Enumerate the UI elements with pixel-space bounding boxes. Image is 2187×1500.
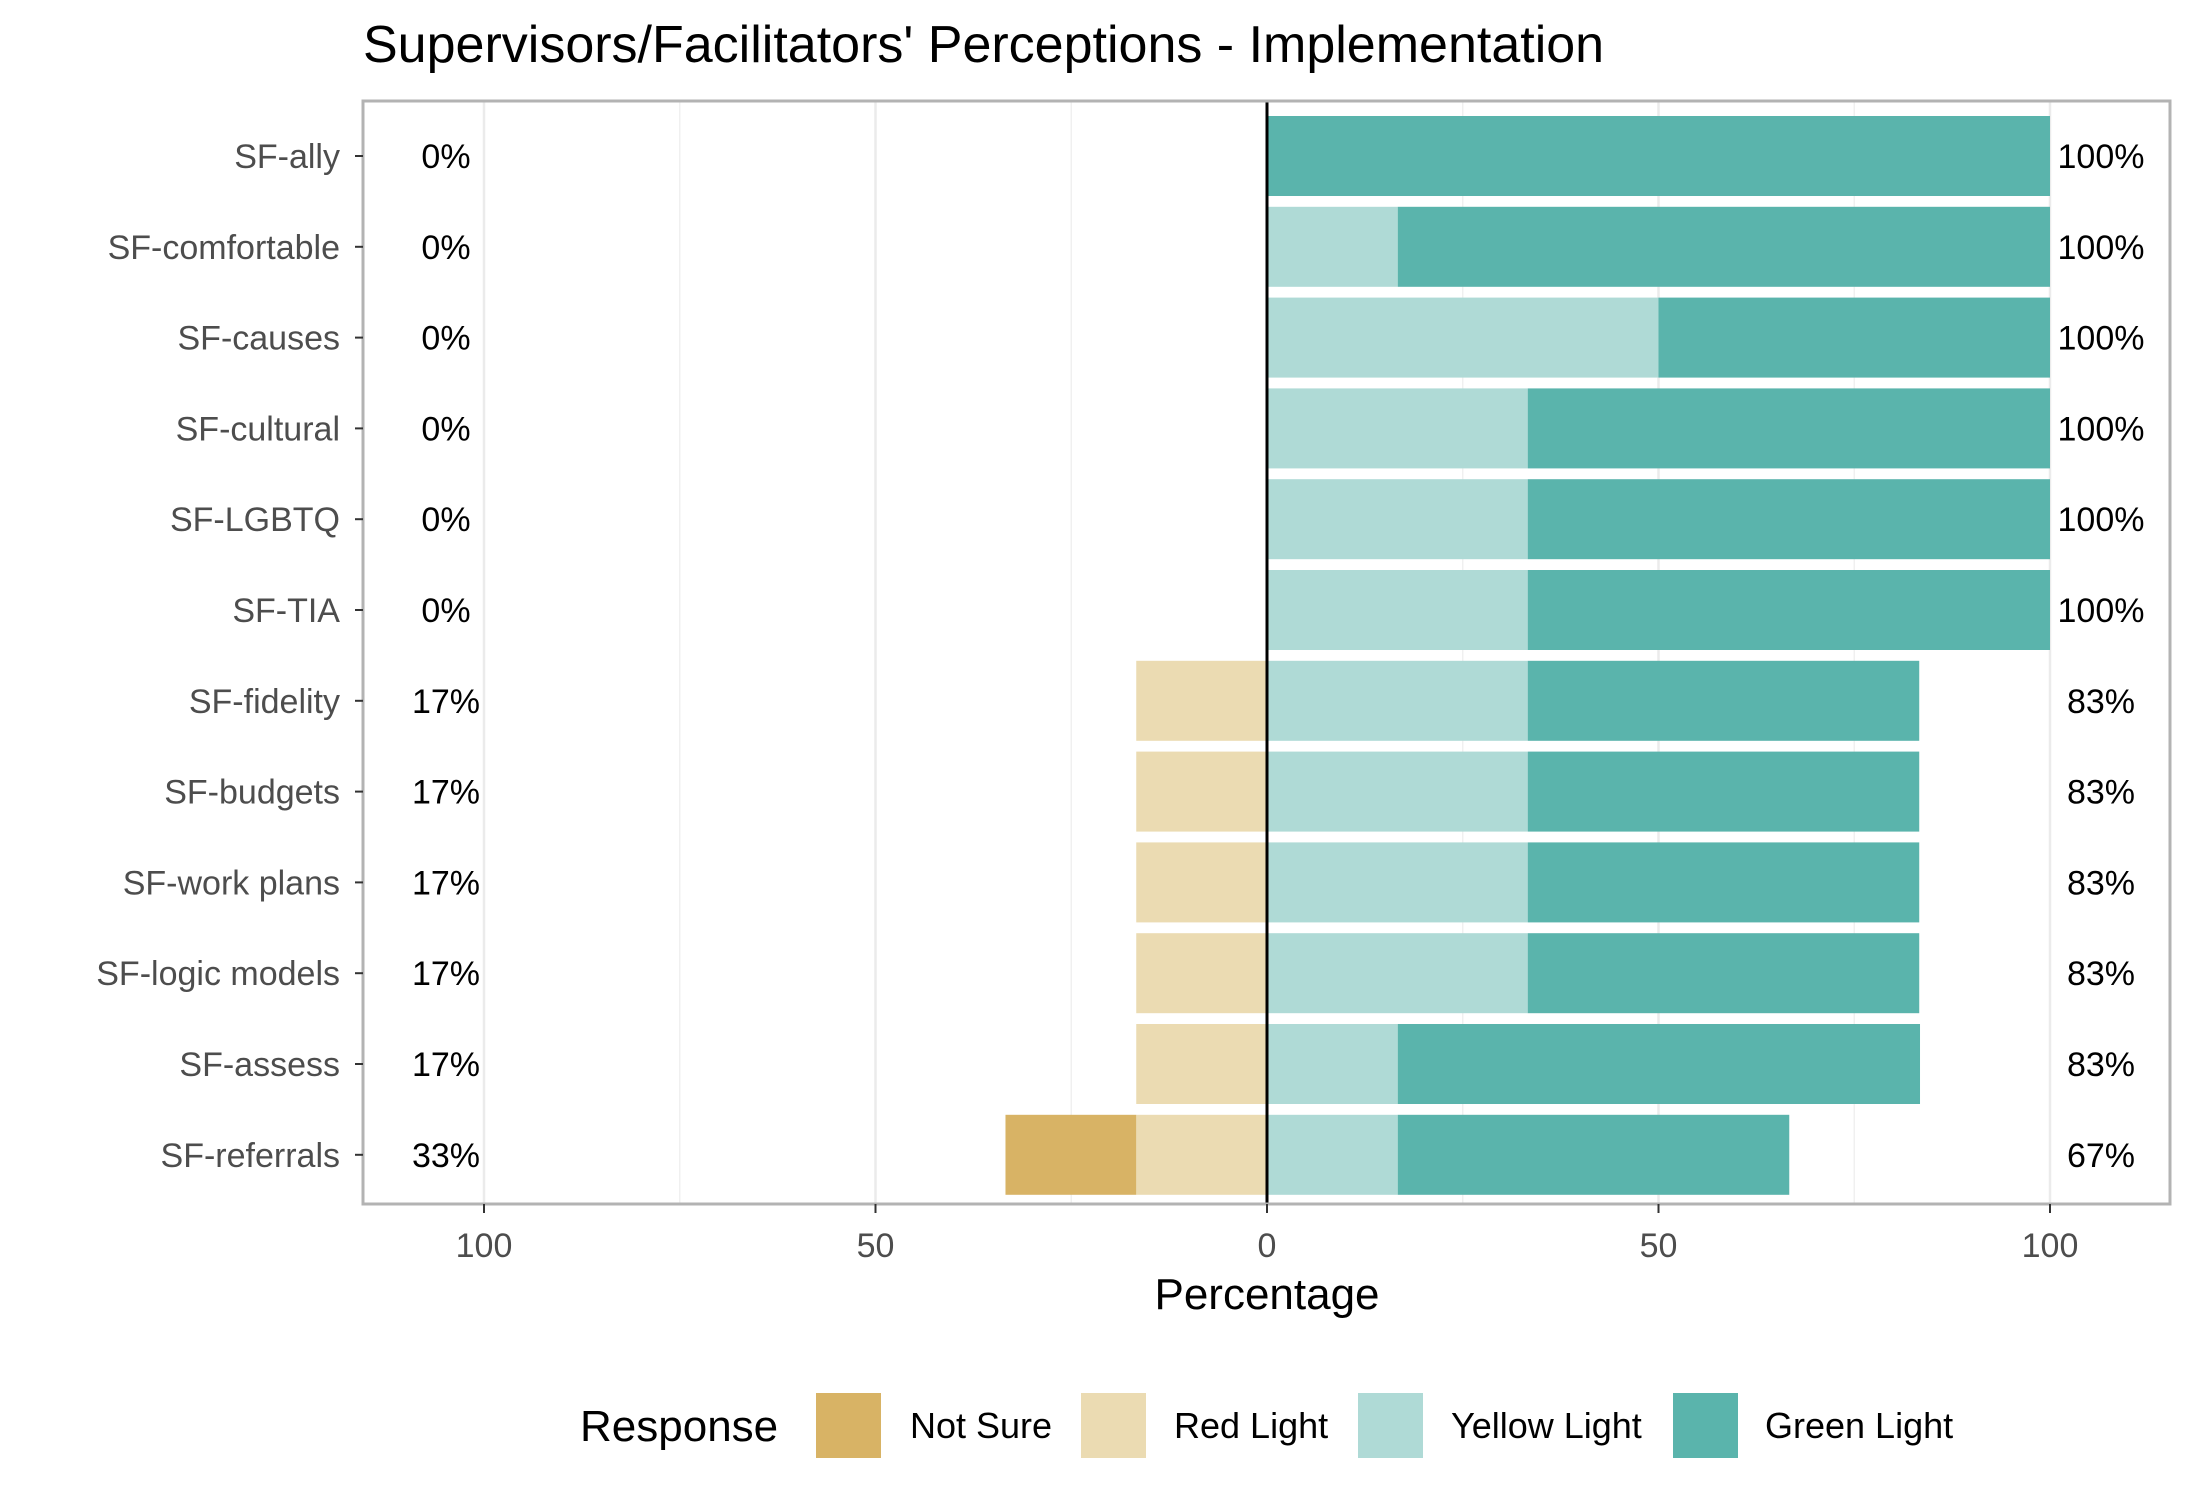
right-percentage-label: 100% bbox=[2058, 592, 2145, 630]
bar-segment-green-light bbox=[1527, 842, 1920, 923]
category-label: SF-budgets bbox=[164, 774, 340, 812]
left-percentage-label: 33% bbox=[412, 1137, 480, 1175]
left-percentage-label: 17% bbox=[412, 774, 480, 812]
bar-segment-yellow-light bbox=[1267, 297, 1659, 378]
bar-segment-red-light bbox=[1136, 933, 1267, 1014]
category-labels: SF-ally SF-comfortable SF-causes SF-cultura… bbox=[96, 138, 363, 1175]
legend-label: Not Sure bbox=[910, 1405, 1052, 1446]
x-tick-label: 100 bbox=[456, 1227, 513, 1265]
bar-segment-yellow-light bbox=[1267, 1114, 1398, 1195]
right-percentage-label: 83% bbox=[2067, 1046, 2135, 1084]
left-percentage-label: 17% bbox=[412, 955, 480, 993]
right-percentage-label: 83% bbox=[2067, 864, 2135, 902]
bars bbox=[1005, 116, 2050, 1195]
bar-segment-green-light bbox=[1527, 933, 1920, 1014]
right-percentage-label: 100% bbox=[2058, 320, 2145, 358]
bar-segment-green-light bbox=[1527, 479, 2050, 560]
bar-segment-green-light bbox=[1267, 116, 2050, 196]
left-percentage-label: 17% bbox=[412, 864, 480, 902]
category-label: SF-comfortable bbox=[108, 229, 340, 267]
left-percentage-label: 17% bbox=[412, 683, 480, 721]
legend-title: Response bbox=[580, 1402, 778, 1451]
percentage-labels: 0% 0% 0% 0% 0% 0% 17% 17% 17% 17% 17% 33% 100% 100% 10… bbox=[412, 138, 2145, 1175]
left-percentage-label: 0% bbox=[421, 320, 470, 358]
bar-segment-red-light bbox=[1136, 660, 1267, 741]
bar-segment-green-light bbox=[1397, 1024, 1921, 1104]
legend-key-not-sure bbox=[814, 1391, 883, 1460]
bar-segment-yellow-light bbox=[1267, 933, 1528, 1014]
left-percentage-label: 0% bbox=[421, 410, 470, 448]
left-percentage-label: 0% bbox=[421, 138, 470, 176]
legend-label: Green Light bbox=[1765, 1405, 1953, 1446]
bar-segment-yellow-light bbox=[1267, 842, 1528, 923]
x-tick-label: 100 bbox=[2022, 1227, 2079, 1265]
x-tick-label: 0 bbox=[1258, 1227, 1277, 1265]
right-percentage-label: 100% bbox=[2058, 138, 2145, 176]
bar-segment-green-light bbox=[1527, 660, 1920, 741]
bar-segment-red-light bbox=[1136, 1114, 1267, 1195]
bar-segment-yellow-light bbox=[1267, 570, 1528, 650]
legend-label: Yellow Light bbox=[1451, 1405, 1642, 1446]
right-percentage-label: 83% bbox=[2067, 955, 2135, 993]
legend-key-red-light bbox=[1079, 1391, 1148, 1460]
legend-key-yellow-light bbox=[1356, 1391, 1425, 1460]
chart-title: Supervisors/Facilitators' Perceptions - … bbox=[363, 16, 1604, 74]
bar-segment-green-light bbox=[1658, 297, 2050, 378]
bar-segment-yellow-light bbox=[1267, 660, 1528, 741]
bar-segment-red-light bbox=[1136, 842, 1267, 923]
right-percentage-label: 67% bbox=[2067, 1137, 2135, 1175]
category-label: SF-causes bbox=[178, 320, 341, 358]
left-percentage-label: 0% bbox=[421, 229, 470, 267]
bar-segment-yellow-light bbox=[1267, 479, 1528, 560]
right-percentage-label: 83% bbox=[2067, 774, 2135, 812]
category-label: SF-logic models bbox=[96, 955, 340, 993]
bar-segment-red-light bbox=[1136, 751, 1267, 832]
bar-segment-green-light bbox=[1527, 570, 2050, 650]
x-tick-label: 50 bbox=[857, 1227, 895, 1265]
bar-segment-green-light bbox=[1397, 206, 2050, 287]
legend-label: Red Light bbox=[1174, 1405, 1328, 1446]
category-label: SF-referrals bbox=[161, 1137, 340, 1175]
category-label: SF-LGBTQ bbox=[170, 501, 340, 539]
left-percentage-label: 17% bbox=[412, 1046, 480, 1084]
x-axis-title: Percentage bbox=[1154, 1270, 1379, 1319]
category-label: SF-TIA bbox=[232, 592, 340, 630]
right-percentage-label: 100% bbox=[2058, 501, 2145, 539]
category-label: SF-fidelity bbox=[189, 683, 340, 721]
category-label: SF-assess bbox=[179, 1046, 340, 1084]
bar-segment-yellow-light bbox=[1267, 388, 1528, 469]
bar-segment-not-sure bbox=[1005, 1114, 1137, 1195]
bar-segment-yellow-light bbox=[1267, 751, 1528, 832]
category-label: SF-work plans bbox=[123, 864, 340, 902]
category-label: SF-ally bbox=[234, 138, 340, 176]
bar-segment-green-light bbox=[1527, 751, 1920, 832]
right-percentage-label: 83% bbox=[2067, 683, 2135, 721]
bar-segment-yellow-light bbox=[1267, 1024, 1398, 1104]
bar-segment-green-light bbox=[1527, 388, 2050, 469]
right-percentage-label: 100% bbox=[2058, 410, 2145, 448]
bar-segment-yellow-light bbox=[1267, 206, 1398, 287]
x-tick-label: 50 bbox=[1640, 1227, 1678, 1265]
category-label: SF-cultural bbox=[176, 410, 340, 448]
legend: Response Not Sure Red Light Yellow Light Gr… bbox=[580, 1391, 1953, 1460]
right-percentage-label: 100% bbox=[2058, 229, 2145, 267]
bar-segment-green-light bbox=[1397, 1114, 1790, 1195]
bar-segment-red-light bbox=[1136, 1024, 1267, 1104]
left-percentage-label: 0% bbox=[421, 501, 470, 539]
left-percentage-label: 0% bbox=[421, 592, 470, 630]
x-axis-ticks: 100 50 0 50 100 bbox=[456, 1204, 2079, 1265]
legend-key-green-light bbox=[1671, 1391, 1740, 1460]
